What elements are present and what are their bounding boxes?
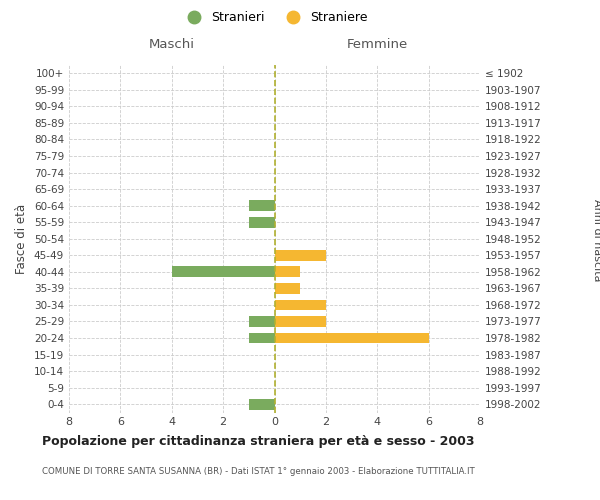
Bar <box>249 200 275 211</box>
Bar <box>275 300 326 310</box>
Bar <box>249 399 275 409</box>
Text: Maschi: Maschi <box>149 38 195 51</box>
Bar <box>249 217 275 228</box>
Bar <box>275 283 300 294</box>
Text: Anni di nascita: Anni di nascita <box>592 198 600 281</box>
Y-axis label: Fasce di età: Fasce di età <box>16 204 28 274</box>
Bar <box>275 316 326 327</box>
Bar <box>275 250 326 260</box>
Bar <box>249 316 275 327</box>
Bar <box>275 332 428 344</box>
Text: COMUNE DI TORRE SANTA SUSANNA (BR) - Dati ISTAT 1° gennaio 2003 - Elaborazione T: COMUNE DI TORRE SANTA SUSANNA (BR) - Dat… <box>42 468 475 476</box>
Bar <box>172 266 275 277</box>
Bar <box>249 332 275 344</box>
Text: Popolazione per cittadinanza straniera per età e sesso - 2003: Popolazione per cittadinanza straniera p… <box>42 435 475 448</box>
Legend: Stranieri, Straniere: Stranieri, Straniere <box>176 6 373 29</box>
Text: Femmine: Femmine <box>347 38 408 51</box>
Bar <box>275 266 300 277</box>
